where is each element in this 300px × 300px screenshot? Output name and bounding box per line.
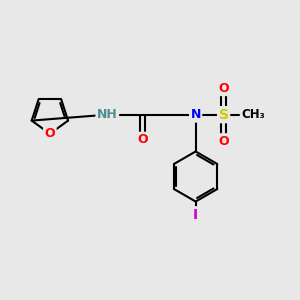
Text: S: S	[219, 108, 229, 122]
Text: O: O	[218, 82, 229, 95]
Text: O: O	[45, 127, 55, 140]
Text: O: O	[137, 133, 148, 146]
Text: CH₃: CH₃	[241, 108, 265, 121]
Text: O: O	[218, 135, 229, 148]
Text: N: N	[190, 108, 201, 121]
Text: I: I	[193, 208, 198, 222]
Text: NH: NH	[97, 108, 118, 121]
